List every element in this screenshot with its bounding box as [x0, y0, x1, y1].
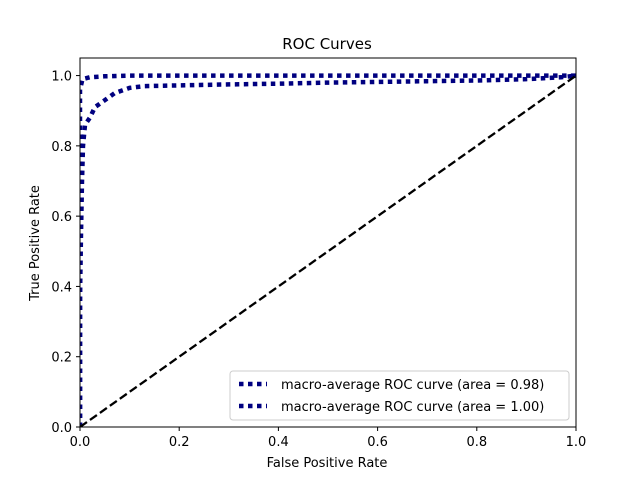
x-tick-label: 0.2	[169, 435, 190, 450]
chart-title: ROC Curves	[282, 35, 372, 53]
y-tick-label: 0.4	[51, 280, 72, 295]
legend-box	[229, 370, 570, 421]
x-tick-label: 0.4	[268, 435, 289, 450]
x-tick-label: 0.8	[466, 435, 487, 450]
chance-diagonal-line	[80, 74, 576, 427]
x-tick-label: 0.6	[367, 435, 388, 450]
x-tick-label: 1.0	[566, 435, 587, 450]
plot-frame	[79, 57, 577, 428]
y-axis-label: True Positive Rate	[28, 185, 43, 302]
legend-entry-label: macro-average ROC curve (area = 1.00)	[281, 400, 544, 415]
y-tick-label: 0.2	[51, 351, 72, 366]
series-lines	[80, 73, 576, 427]
y-tick-label: 1.0	[51, 70, 72, 85]
y-tick-label: 0.0	[51, 421, 72, 436]
y-axis-ticks: 0.0 0.2 0.4 0.6 0.8 1.0	[51, 70, 80, 436]
plot-area	[79, 57, 577, 428]
legend: macro-average ROC curve (area = 0.98) mac…	[229, 370, 570, 421]
roc-curve-line-1	[80, 73, 576, 427]
legend-entry-label: macro-average ROC curve (area = 0.98)	[281, 378, 544, 393]
x-tick-label: 0.0	[70, 435, 91, 450]
y-tick-label: 0.6	[51, 210, 72, 225]
x-axis-label: False Positive Rate	[267, 456, 388, 471]
y-tick-label: 0.8	[51, 140, 72, 155]
x-axis-ticks: 0.0 0.2 0.4 0.6 0.8 1.0	[70, 427, 587, 450]
